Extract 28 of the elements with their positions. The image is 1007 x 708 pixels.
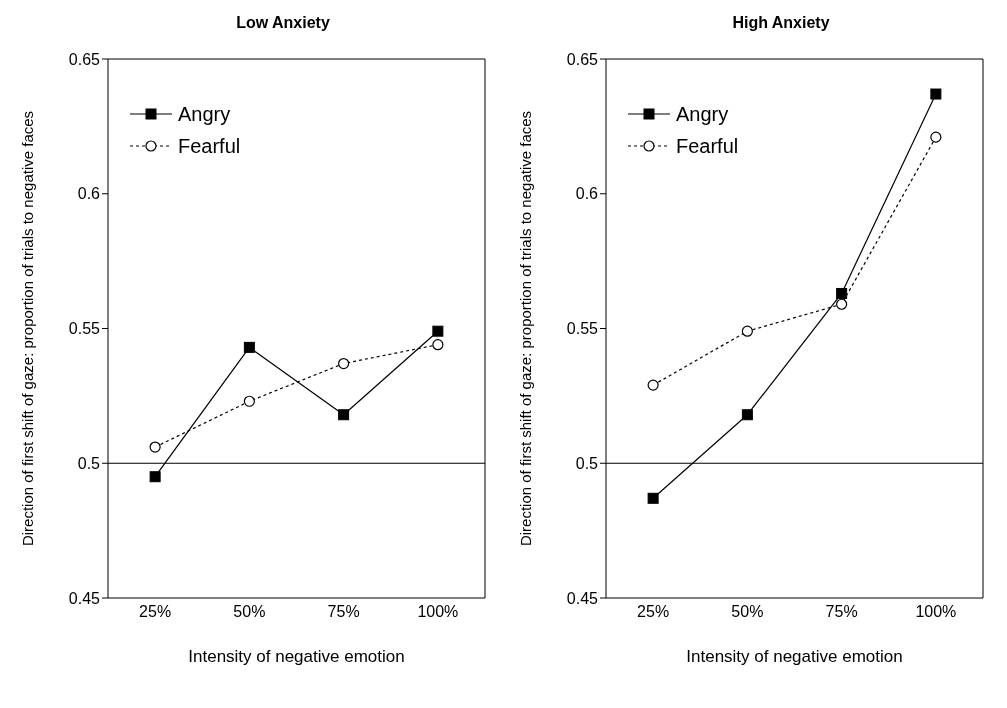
y-tick-label: 0.5: [575, 454, 599, 472]
y-tick-label: 0.5: [77, 454, 101, 472]
x-tick-label: 50%: [731, 603, 764, 621]
chart-title: High Anxiety: [731, 13, 831, 33]
y-axis-title: Direction of first shift of gaze: proportion of trials to negative faces: [19, 110, 37, 547]
y-tick-label: 0.6: [575, 185, 599, 203]
y-tick-label: 0.55: [566, 320, 599, 338]
legend-label: Fearful: [178, 134, 241, 158]
chart-title: Low Anxiety: [235, 13, 331, 33]
y-axis-title: Direction of first shift of gaze: proportion of trials to negative faces: [517, 110, 535, 547]
x-axis-title: Intensity of negative emotion: [188, 647, 405, 666]
legend-label: Fearful: [676, 134, 739, 158]
x-tick-label: 75%: [825, 603, 858, 621]
y-tick-label: 0.45: [566, 589, 599, 607]
x-tick-label: 50%: [233, 603, 266, 621]
y-tick-label: 0.6: [77, 185, 101, 203]
x-axis-title: Intensity of negative emotion: [686, 647, 903, 666]
y-tick-label: 0.65: [566, 50, 599, 68]
y-tick-label: 0.55: [68, 320, 101, 338]
x-tick-label: 25%: [637, 603, 670, 621]
x-tick-label: 100%: [915, 603, 957, 621]
y-tick-label: 0.45: [68, 589, 101, 607]
x-tick-label: 75%: [327, 603, 360, 621]
x-tick-label: 100%: [417, 603, 459, 621]
legend-label: Angry: [676, 102, 729, 126]
y-tick-label: 0.65: [68, 50, 101, 68]
legend-label: Angry: [178, 102, 231, 126]
x-tick-label: 25%: [139, 603, 172, 621]
